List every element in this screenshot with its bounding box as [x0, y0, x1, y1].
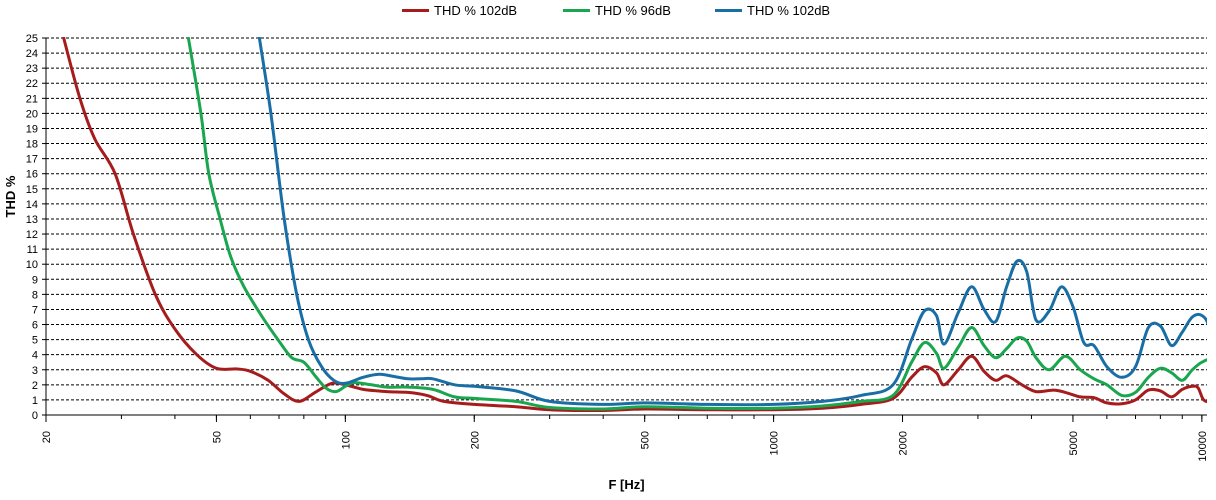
y-axis-title: THD % — [3, 175, 18, 217]
series-line-2 — [186, 37, 1207, 411]
y-tick-label: 21 — [26, 93, 38, 105]
legend-item: THD % 102dB — [715, 3, 830, 18]
y-tick-label: 14 — [26, 199, 38, 211]
y-tick-label: 5 — [32, 335, 38, 347]
x-tick-label: 20 — [41, 431, 53, 443]
y-tick-label: 0 — [32, 410, 38, 422]
legend-swatch — [402, 9, 429, 12]
y-tick-label: 6 — [32, 320, 38, 332]
series-line-3 — [257, 37, 1207, 407]
x-tick-label: 5000 — [1068, 431, 1080, 455]
x-tick-label: 10000 — [1197, 431, 1209, 462]
y-tick-label: 4 — [32, 350, 38, 362]
series-line-1 — [62, 37, 1207, 413]
y-tick-label: 9 — [32, 274, 38, 286]
y-tick-label: 16 — [26, 169, 38, 181]
legend-swatch — [715, 9, 742, 12]
y-tick-label: 20 — [26, 108, 38, 120]
legend-label: THD % 96dB — [595, 3, 671, 18]
y-tick-label: 10 — [26, 259, 38, 271]
y-tick-label: 25 — [26, 33, 38, 45]
y-tick-label: 7 — [32, 304, 38, 316]
y-tick-label: 13 — [26, 214, 38, 226]
x-tick-label: 200 — [469, 431, 481, 449]
legend-swatch — [563, 9, 590, 12]
y-tick-label: 8 — [32, 289, 38, 301]
legend-label: THD % 102dB — [747, 3, 831, 18]
y-tick-label: 3 — [32, 365, 38, 377]
legend-item: THD % 96dB — [563, 3, 671, 18]
y-tick-label: 1 — [32, 395, 38, 407]
legend-item: THD % 102dB — [402, 3, 517, 18]
y-tick-label: 15 — [26, 184, 38, 196]
y-tick-label: 11 — [27, 244, 38, 256]
y-tick-label: 24 — [26, 48, 38, 60]
y-tick-label: 18 — [26, 139, 38, 151]
legend: THD % 102dB THD % 96dB THD % 102dB — [0, 3, 1216, 21]
y-tick-label: 22 — [26, 78, 38, 90]
x-tick-label: 1000 — [769, 431, 781, 455]
y-tick-label: 19 — [26, 123, 38, 135]
x-tick-label: 500 — [640, 431, 652, 449]
x-tick-label: 100 — [340, 431, 352, 449]
x-tick-label: 2000 — [898, 431, 910, 455]
x-tick-label: 50 — [211, 431, 223, 443]
y-tick-label: 12 — [26, 229, 38, 241]
y-tick-label: 23 — [26, 63, 38, 75]
y-tick-label: 17 — [26, 154, 38, 166]
x-axis-title: F [Hz] — [608, 477, 644, 492]
legend-label: THD % 102dB — [434, 3, 518, 18]
y-tick-label: 2 — [32, 380, 38, 392]
